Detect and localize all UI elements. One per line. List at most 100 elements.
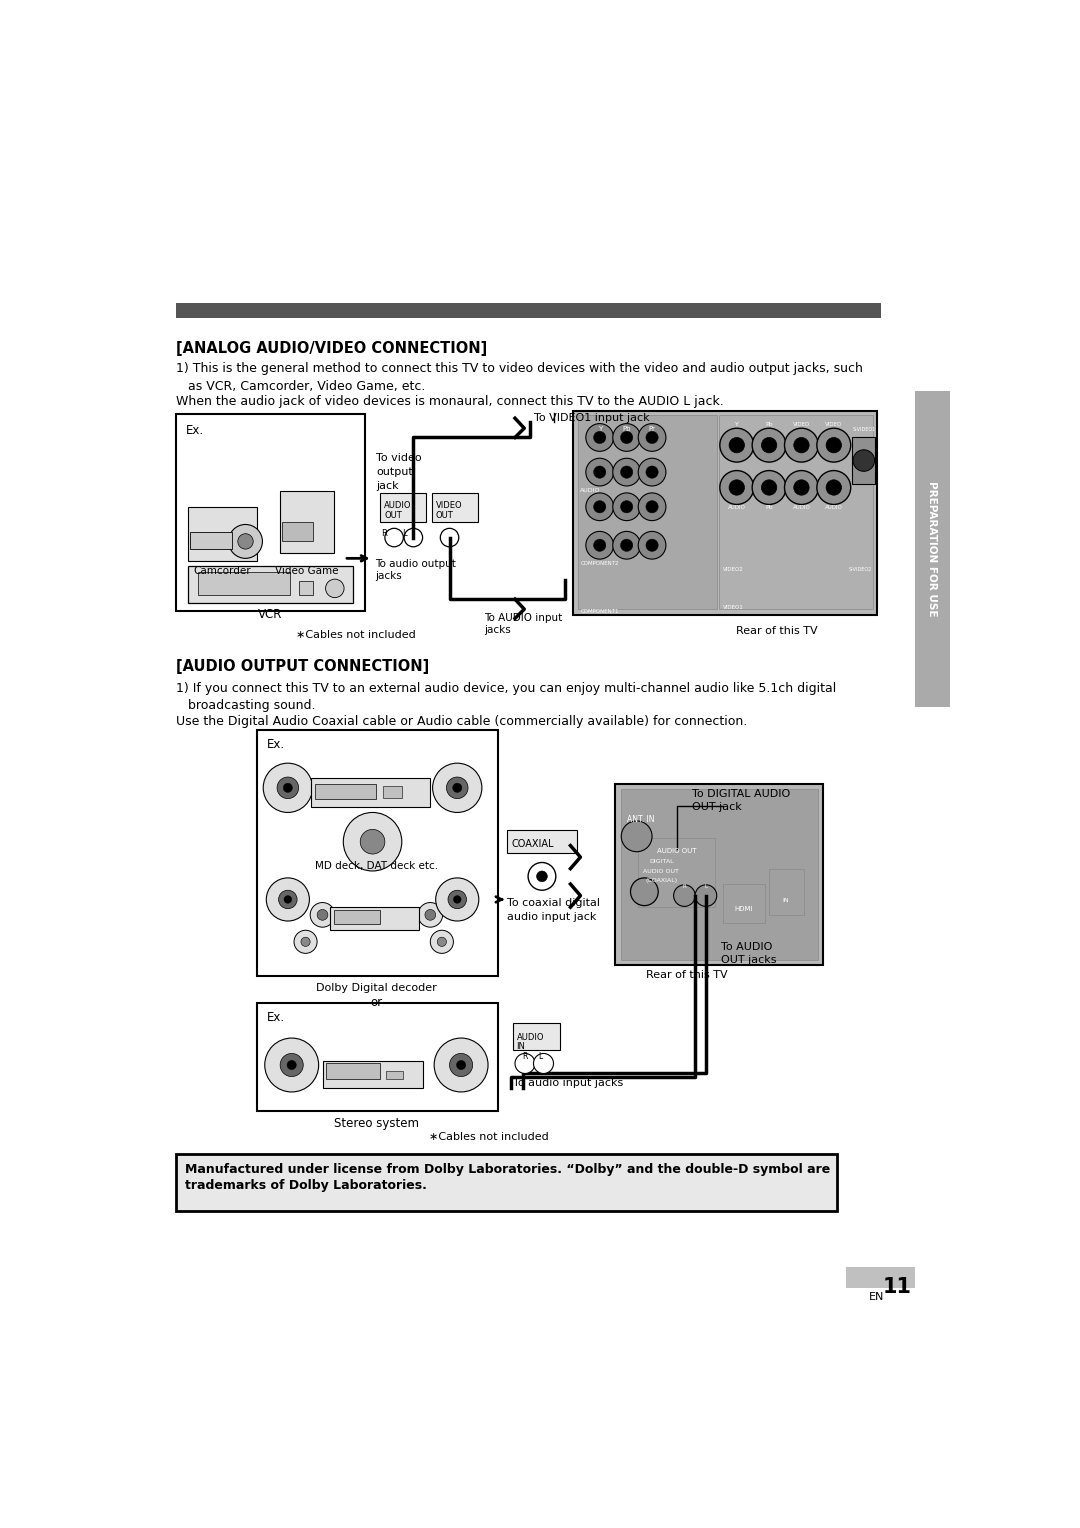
- Text: EN: EN: [869, 1293, 885, 1302]
- Bar: [621, 788, 818, 960]
- Circle shape: [638, 458, 666, 486]
- Text: AUDIO: AUDIO: [825, 506, 842, 510]
- Bar: [769, 868, 804, 915]
- Circle shape: [646, 539, 658, 552]
- Bar: [188, 507, 257, 561]
- Bar: [176, 303, 881, 318]
- Bar: [311, 778, 430, 807]
- Circle shape: [343, 813, 402, 871]
- Circle shape: [621, 501, 633, 513]
- Circle shape: [264, 762, 312, 813]
- Circle shape: [301, 937, 310, 946]
- Bar: [176, 414, 365, 611]
- Circle shape: [585, 423, 613, 451]
- Circle shape: [719, 471, 754, 504]
- Text: R: R: [381, 529, 387, 538]
- Circle shape: [752, 471, 786, 504]
- Circle shape: [453, 784, 462, 793]
- Text: R: R: [683, 885, 686, 889]
- Text: 11: 11: [882, 1277, 912, 1297]
- Bar: [330, 908, 419, 931]
- Text: [ANALOG AUDIO/VIDEO CONNECTION]: [ANALOG AUDIO/VIDEO CONNECTION]: [176, 341, 487, 356]
- Circle shape: [612, 458, 640, 486]
- Text: Ex.: Ex.: [186, 425, 203, 437]
- Circle shape: [794, 437, 809, 452]
- Bar: [334, 911, 380, 924]
- Text: AUDIO: AUDIO: [516, 1033, 544, 1042]
- Circle shape: [454, 895, 461, 903]
- Text: AUDIO OUT: AUDIO OUT: [644, 868, 679, 874]
- Circle shape: [594, 539, 606, 552]
- Circle shape: [238, 533, 253, 549]
- Circle shape: [418, 903, 443, 927]
- Text: OUT: OUT: [435, 510, 454, 520]
- Text: Y: Y: [597, 426, 602, 432]
- Circle shape: [638, 532, 666, 559]
- Text: R: R: [523, 1051, 528, 1060]
- Circle shape: [515, 1053, 535, 1074]
- Circle shape: [621, 466, 633, 478]
- Text: Pb: Pb: [766, 422, 773, 426]
- Circle shape: [278, 778, 299, 799]
- Text: 1) This is the general method to connect this TV to video devices with the video: 1) This is the general method to connect…: [176, 362, 863, 374]
- Circle shape: [638, 494, 666, 521]
- Text: OUT: OUT: [384, 510, 402, 520]
- Circle shape: [435, 879, 478, 921]
- Circle shape: [585, 532, 613, 559]
- Circle shape: [674, 885, 696, 906]
- Circle shape: [294, 931, 318, 953]
- Circle shape: [794, 480, 809, 495]
- Circle shape: [638, 423, 666, 451]
- Text: Pb: Pb: [766, 506, 773, 510]
- Text: jacks: jacks: [375, 570, 402, 581]
- Text: VIDEO: VIDEO: [825, 422, 842, 426]
- Text: IN: IN: [516, 1042, 525, 1051]
- Bar: [283, 523, 313, 541]
- Text: Video Game: Video Game: [275, 565, 339, 576]
- Bar: [314, 784, 377, 799]
- Bar: [513, 1022, 559, 1050]
- Bar: [916, 391, 950, 707]
- Circle shape: [784, 428, 819, 461]
- Bar: [616, 784, 823, 964]
- Text: To coaxial digital: To coaxial digital: [508, 898, 600, 908]
- Circle shape: [265, 1038, 319, 1093]
- Circle shape: [784, 471, 819, 504]
- Circle shape: [448, 891, 467, 909]
- Bar: [723, 885, 766, 923]
- Circle shape: [826, 437, 841, 452]
- Text: ANT. IN: ANT. IN: [626, 814, 654, 824]
- Circle shape: [287, 1060, 296, 1070]
- Text: When the audio jack of video devices is monaural, connect this TV to the AUDIO L: When the audio jack of video devices is …: [176, 396, 724, 408]
- Circle shape: [424, 909, 435, 920]
- Text: IN: IN: [783, 898, 789, 903]
- Bar: [326, 1063, 380, 1079]
- Circle shape: [284, 895, 292, 903]
- Text: VIDEO: VIDEO: [435, 501, 462, 510]
- Circle shape: [310, 903, 335, 927]
- Circle shape: [585, 458, 613, 486]
- Circle shape: [457, 1060, 465, 1070]
- Bar: [432, 494, 478, 523]
- Circle shape: [696, 885, 717, 906]
- Circle shape: [612, 423, 640, 451]
- Text: [AUDIO OUTPUT CONNECTION]: [AUDIO OUTPUT CONNECTION]: [176, 659, 430, 674]
- Circle shape: [594, 501, 606, 513]
- Text: To DIGITAL AUDIO: To DIGITAL AUDIO: [692, 788, 791, 799]
- Circle shape: [267, 879, 309, 921]
- Text: Rear of this TV: Rear of this TV: [735, 626, 818, 636]
- Text: trademarks of Dolby Laboratories.: trademarks of Dolby Laboratories.: [186, 1180, 428, 1192]
- Circle shape: [325, 579, 345, 597]
- Text: or: or: [370, 996, 382, 1008]
- Circle shape: [761, 437, 777, 452]
- Circle shape: [594, 466, 606, 478]
- Circle shape: [816, 428, 851, 461]
- Text: VIDEO: VIDEO: [793, 422, 810, 426]
- Text: To video: To video: [377, 452, 422, 463]
- Text: L: L: [403, 529, 407, 538]
- Text: jack: jack: [377, 481, 399, 490]
- Bar: [719, 416, 873, 610]
- Text: S-VIDEO1: S-VIDEO1: [852, 426, 876, 432]
- Circle shape: [434, 1038, 488, 1093]
- Circle shape: [853, 449, 875, 471]
